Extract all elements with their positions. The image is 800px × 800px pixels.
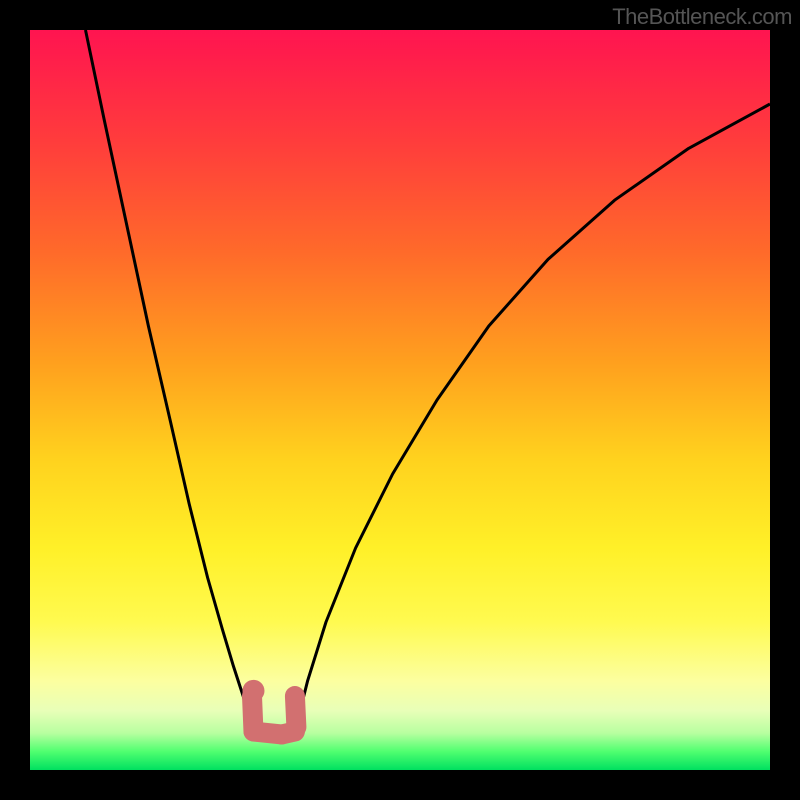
watermark-text: TheBottleneck.com: [612, 4, 792, 30]
bottleneck-chart: [0, 0, 800, 800]
plot-background: [30, 30, 770, 770]
chart-container: TheBottleneck.com: [0, 0, 800, 800]
